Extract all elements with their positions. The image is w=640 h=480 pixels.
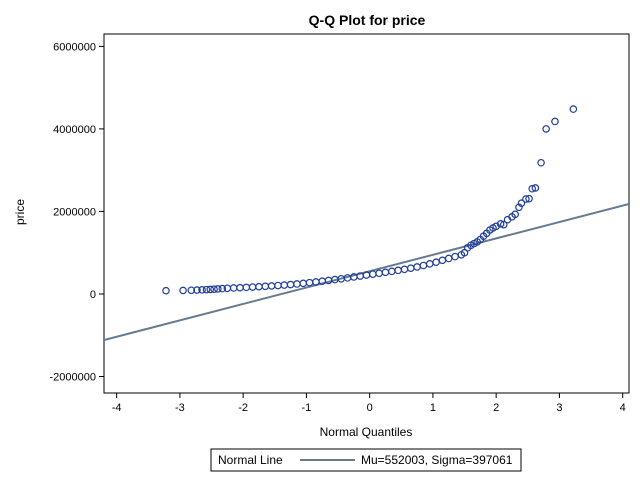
data-point: [187, 286, 196, 295]
data-point: [193, 286, 201, 294]
y-tick-label: 2000000: [53, 206, 96, 218]
chart-title: Q-Q Plot for price: [309, 12, 426, 28]
data-point: [210, 285, 218, 294]
data-point: [551, 117, 559, 126]
x-tick-label: 3: [556, 402, 562, 414]
y-axis: -2000000 0 2000000 4000000 6000000: [50, 41, 104, 383]
legend-box: [210, 448, 522, 472]
data-point: [531, 184, 540, 192]
data-point: [517, 199, 526, 207]
x-axis: -4 -3 -2 -1 0 1 2 3 4: [112, 393, 626, 414]
data-point: [206, 285, 215, 294]
data-point: [569, 105, 578, 113]
legend-label: Normal Line: [218, 453, 283, 467]
x-tick-label: 4: [620, 402, 626, 414]
data-point: [542, 125, 550, 133]
data-point: [499, 220, 508, 229]
plot-area: [103, 33, 630, 394]
data-point: [525, 194, 533, 203]
legend-text: Mu=552003, Sigma=397061: [361, 453, 513, 467]
x-tick-label: 1: [430, 402, 436, 414]
data-point: [528, 184, 537, 193]
x-tick-label: -4: [112, 402, 122, 414]
data-point: [162, 286, 170, 295]
x-tick-label: -3: [175, 402, 185, 414]
data-point: [179, 286, 187, 295]
y-tick-label: -2000000: [50, 371, 97, 383]
data-point: [198, 286, 206, 294]
x-axis-label: Normal Quantiles: [320, 425, 413, 439]
data-point: [218, 284, 227, 293]
data-points-group: [162, 105, 578, 295]
y-axis-label: price: [13, 199, 27, 225]
data-point: [511, 210, 519, 219]
data-point: [537, 158, 545, 167]
data-point: [202, 285, 211, 294]
x-tick-label: 0: [367, 402, 373, 414]
x-tick-label: -2: [238, 402, 248, 414]
legend: Normal Line Mu=552003, Sigma=397061: [210, 448, 522, 472]
y-tick-label: 0: [90, 289, 96, 301]
y-tick-label: 4000000: [53, 124, 96, 136]
data-point: [496, 220, 505, 228]
data-point: [522, 195, 530, 203]
y-tick-label: 6000000: [53, 41, 96, 53]
data-point: [214, 285, 222, 293]
x-tick-label: -1: [302, 402, 312, 414]
x-tick-label: 2: [493, 402, 499, 414]
